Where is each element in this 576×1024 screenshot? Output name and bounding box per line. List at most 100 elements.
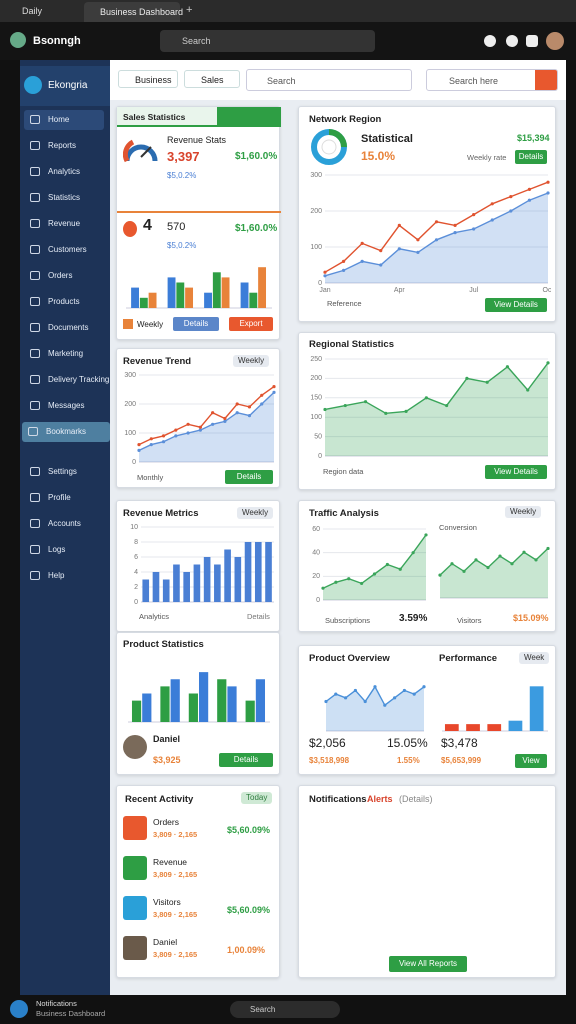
nav-item[interactable]: Messages [24, 396, 104, 416]
brand[interactable]: Ekongria [20, 66, 110, 106]
card-title: Revenue Trend [123, 356, 192, 367]
nav-item[interactable]: Delivery Tracking [24, 370, 109, 390]
nav-item[interactable]: Customers [24, 240, 104, 260]
button[interactable]: Export [229, 317, 273, 331]
tab-button[interactable]: Business [118, 70, 178, 88]
nav-icon [30, 193, 40, 202]
bar [203, 557, 211, 602]
point [379, 263, 383, 267]
bar-chart [126, 267, 272, 309]
icon[interactable] [484, 35, 496, 47]
active-tab[interactable]: Business Dashboard [84, 2, 184, 22]
button[interactable]: Details [173, 317, 219, 331]
tab-button[interactable]: Sales [184, 70, 240, 88]
button[interactable]: Details [515, 150, 547, 164]
nav-icon [30, 545, 40, 554]
nav-icon [30, 493, 40, 502]
search-box[interactable]: Search here [426, 69, 558, 91]
link[interactable]: Details [247, 612, 270, 621]
point [485, 380, 489, 384]
nav-item[interactable]: Marketing [24, 344, 104, 364]
nav-item[interactable]: Settings [24, 462, 104, 482]
point [272, 385, 276, 389]
nav-item[interactable]: Logs [24, 540, 104, 560]
area-fill [440, 548, 548, 598]
point [211, 422, 215, 426]
button[interactable]: View [515, 754, 547, 768]
button[interactable]: View All Reports [389, 956, 467, 972]
nav-label: Logs [48, 545, 66, 554]
button[interactable]: Details [225, 470, 273, 484]
nav-item[interactable]: Revenue [24, 214, 104, 234]
tab[interactable]: Daily [22, 6, 43, 16]
bar [466, 724, 480, 731]
item-icon [123, 856, 147, 880]
bar-chart [128, 672, 270, 723]
item-value: 1,00.09% [227, 945, 266, 955]
pill[interactable]: Weekly [237, 507, 274, 519]
point [453, 223, 457, 227]
point [324, 699, 328, 704]
point [453, 231, 457, 235]
nav-item[interactable]: Accounts [24, 514, 104, 534]
header-actions[interactable] [217, 107, 281, 127]
pill[interactable]: Weekly [505, 506, 542, 518]
y-tick-label: 200 [310, 208, 322, 215]
point [404, 409, 408, 413]
taskbar-search[interactable]: Search [230, 1001, 340, 1018]
area-chart [324, 685, 426, 732]
metric-value: 15.05% [387, 736, 428, 750]
nav-item[interactable]: Statistics [24, 188, 104, 208]
item-detail: 3,809 · 2,165 [153, 910, 198, 919]
icon[interactable] [526, 35, 538, 47]
metric-change: $1,60.0% [235, 223, 278, 234]
x-tick-label: Apr [394, 287, 406, 294]
nav-item[interactable]: Home [24, 110, 104, 130]
metric-label: Subscriptions [325, 616, 371, 625]
pill[interactable]: Weekly [233, 355, 270, 367]
point [235, 411, 239, 415]
profile[interactable] [546, 32, 564, 50]
point [412, 692, 416, 696]
start[interactable] [10, 1000, 28, 1018]
x-tick-label: Jul [469, 287, 478, 294]
point [198, 425, 202, 429]
footer-label: Monthly [137, 473, 164, 482]
action-label: Weekly [137, 320, 164, 329]
point [211, 411, 215, 415]
metric-value: 3,397 [167, 149, 200, 164]
nav-item[interactable]: Help [24, 566, 104, 586]
nav-item[interactable]: Reports [24, 136, 104, 156]
search-button[interactable] [535, 70, 557, 90]
nav-item[interactable]: Analytics [24, 162, 104, 182]
nav-item[interactable]: Bookmarks [22, 422, 110, 442]
icon[interactable] [506, 35, 518, 47]
search-box[interactable]: Search [160, 30, 375, 52]
nav-item[interactable]: Documents [24, 318, 104, 338]
point [260, 402, 264, 406]
pill[interactable]: Week [519, 652, 550, 664]
nav-icon [30, 297, 40, 306]
status: Business Dashboard [36, 1009, 106, 1018]
new-tab[interactable]: + [186, 4, 193, 16]
button[interactable]: Details [219, 753, 273, 767]
search-placeholder: Search here [449, 76, 499, 86]
button[interactable]: View Details [485, 298, 547, 312]
nav-label: Statistics [48, 193, 81, 202]
count: 4 [143, 217, 152, 234]
bar [529, 686, 544, 731]
tab[interactable]: Business Dashboard [100, 7, 184, 17]
card-title: Network Region [309, 114, 382, 125]
nav-item[interactable]: Orders [24, 266, 104, 286]
nav-item[interactable]: Profile [24, 488, 104, 508]
button[interactable]: View Details [485, 465, 547, 479]
avatar[interactable] [10, 32, 26, 48]
y-tick-label: 300 [124, 372, 136, 379]
bar [162, 579, 170, 602]
nav-label: Accounts [48, 519, 81, 528]
amount: $15,394 [517, 133, 550, 143]
pill[interactable]: Today [241, 792, 273, 804]
search-box[interactable]: Search [246, 69, 412, 91]
nav-item[interactable]: Products [24, 292, 104, 312]
